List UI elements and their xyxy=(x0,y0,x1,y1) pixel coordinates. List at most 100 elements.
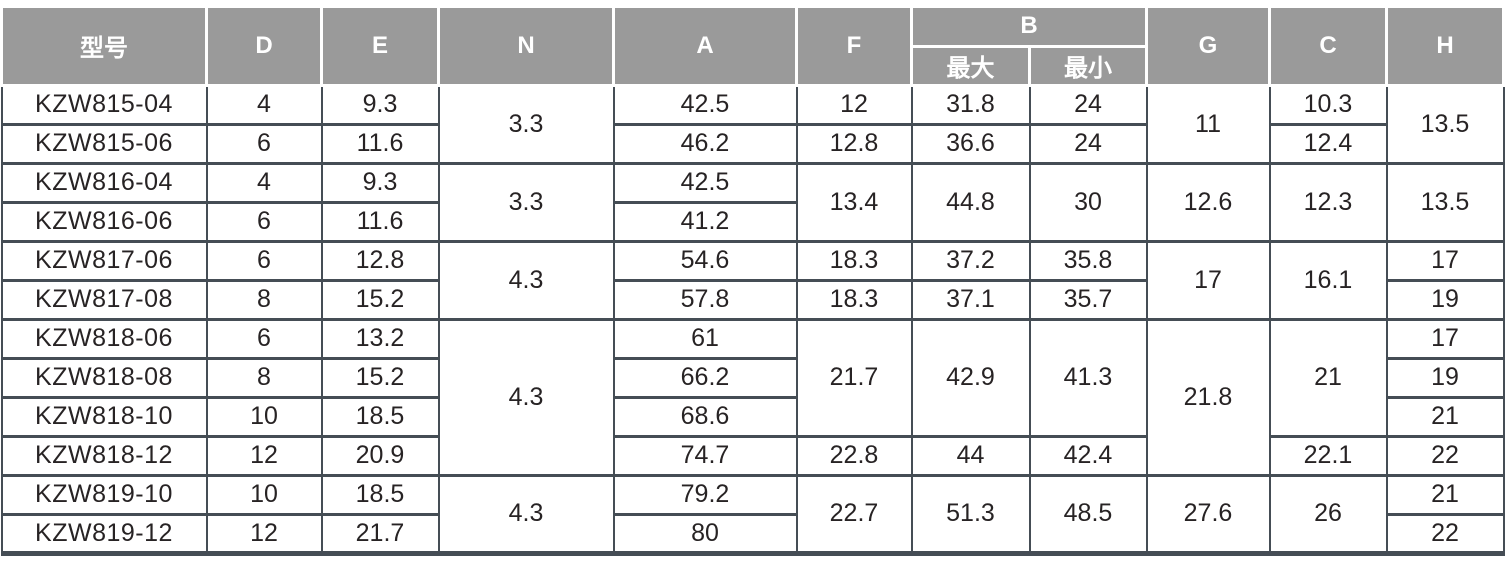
cell-model: KZW815-04 xyxy=(0,83,208,126)
cell-g: 21.8 xyxy=(1145,317,1271,477)
header-b-max: 最大 xyxy=(910,44,1031,87)
cell-c: 12.3 xyxy=(1268,161,1388,243)
cell-b-min: 30 xyxy=(1028,161,1148,243)
table-row: KZW818-08 8 15.2 66.2 19 xyxy=(0,356,1505,399)
cell-e: 15.2 xyxy=(320,278,440,321)
cell-h: 21 xyxy=(1385,473,1505,516)
cell-f: 18.3 xyxy=(795,239,913,282)
cell-e: 11.6 xyxy=(320,122,440,165)
cell-a: 54.6 xyxy=(612,239,798,282)
cell-model: KZW818-12 xyxy=(0,434,208,477)
cell-b-min: 42.4 xyxy=(1028,434,1148,477)
cell-e: 20.9 xyxy=(320,434,440,477)
cell-h: 22 xyxy=(1385,512,1505,555)
cell-h: 13.5 xyxy=(1385,83,1505,165)
cell-a: 42.5 xyxy=(612,161,798,204)
header-row-sub: 最大 最小 xyxy=(2,44,1504,87)
cell-a: 61 xyxy=(612,317,798,360)
spec-table-container: 型号 D E N A F B G C H 最大 最小 KZW815-04 4 9… xyxy=(0,8,1505,556)
header-h: H xyxy=(1385,8,1505,87)
header-g: G xyxy=(1145,8,1271,87)
cell-d: 6 xyxy=(205,317,323,360)
cell-c: 10.3 xyxy=(1268,83,1388,126)
table-body: KZW815-04 4 9.3 3.3 42.5 12 31.8 24 11 1… xyxy=(0,83,1505,555)
cell-b-max: 31.8 xyxy=(910,83,1031,126)
cell-d: 12 xyxy=(205,434,323,477)
cell-a: 80 xyxy=(612,512,798,555)
cell-h: 13.5 xyxy=(1385,161,1505,243)
table-row: KZW819-10 10 18.5 4.3 79.2 22.7 51.3 48.… xyxy=(0,473,1505,555)
cell-model: KZW818-10 xyxy=(0,395,208,438)
header-e: E xyxy=(320,8,440,87)
cell-a: 42.5 xyxy=(612,83,798,126)
cell-g: 27.6 xyxy=(1145,473,1271,555)
cell-b-max: 42.9 xyxy=(910,317,1031,438)
table-row: KZW816-04 4 9.3 3.3 42.5 13.4 44.8 30 12… xyxy=(0,161,1505,243)
table-row: KZW819-12 12 21.7 80 22 xyxy=(0,512,1505,555)
cell-e: 13.2 xyxy=(320,317,440,360)
cell-h: 22 xyxy=(1385,434,1505,477)
cell-d: 6 xyxy=(205,239,323,282)
table-header: 型号 D E N A F B G C H 最大 最小 xyxy=(0,8,1505,87)
cell-n: 4.3 xyxy=(437,239,615,321)
cell-e: 9.3 xyxy=(320,83,440,126)
cell-b-min: 24 xyxy=(1028,83,1148,126)
cell-b-min: 48.5 xyxy=(1028,473,1148,555)
cell-b-min: 35.7 xyxy=(1028,278,1148,321)
cell-d: 6 xyxy=(205,122,323,165)
cell-d: 8 xyxy=(205,278,323,321)
table-row: KZW815-06 6 11.6 46.2 12.8 36.6 24 12.4 xyxy=(0,122,1504,165)
cell-a: 46.2 xyxy=(612,122,798,165)
cell-model: KZW817-08 xyxy=(0,278,208,321)
cell-c: 12.4 xyxy=(1268,122,1388,165)
table-row: KZW816-06 6 11.6 41.2 xyxy=(0,200,1504,243)
header-b: B xyxy=(910,8,1148,48)
cell-n: 3.3 xyxy=(437,161,615,243)
cell-d: 6 xyxy=(205,200,323,243)
cell-model: KZW818-06 xyxy=(0,317,208,360)
header-d: D xyxy=(205,8,323,87)
header-model: 型号 xyxy=(0,8,208,87)
cell-g: 11 xyxy=(1145,83,1271,165)
table-row: KZW815-04 4 9.3 3.3 42.5 12 31.8 24 11 1… xyxy=(0,83,1505,165)
cell-f: 18.3 xyxy=(795,278,913,321)
cell-c: 16.1 xyxy=(1268,239,1388,321)
spec-table: 型号 D E N A F B G C H 最大 最小 KZW815-04 4 9… xyxy=(0,8,1505,556)
cell-f: 13.4 xyxy=(795,161,913,243)
cell-h: 19 xyxy=(1385,356,1505,399)
table-row: KZW818-12 12 20.9 74.7 22.8 44 42.4 22.1… xyxy=(0,434,1505,477)
cell-a: 68.6 xyxy=(612,395,798,438)
cell-c: 21 xyxy=(1268,317,1388,438)
cell-b-min: 35.8 xyxy=(1028,239,1148,282)
cell-e: 18.5 xyxy=(320,473,440,516)
header-n: N xyxy=(437,8,615,87)
cell-d: 10 xyxy=(205,395,323,438)
cell-a: 74.7 xyxy=(612,434,798,477)
cell-n: 4.3 xyxy=(437,473,615,555)
cell-n: 4.3 xyxy=(437,317,615,477)
cell-model: KZW816-04 xyxy=(0,161,208,204)
cell-model: KZW819-10 xyxy=(0,473,208,516)
cell-b-max: 37.1 xyxy=(910,278,1031,321)
cell-a: 66.2 xyxy=(612,356,798,399)
header-row-top: 型号 D E N A F B G C H xyxy=(0,8,1505,87)
cell-d: 12 xyxy=(205,512,323,555)
cell-c: 22.1 xyxy=(1268,434,1388,477)
cell-g: 12.6 xyxy=(1145,161,1271,243)
cell-g: 17 xyxy=(1145,239,1271,321)
table-row: KZW817-06 6 12.8 4.3 54.6 18.3 37.2 35.8… xyxy=(0,239,1505,321)
header-b-min: 最小 xyxy=(1028,44,1148,87)
cell-model: KZW819-12 xyxy=(0,512,208,555)
cell-e: 11.6 xyxy=(320,200,440,243)
cell-f: 12.8 xyxy=(795,122,913,165)
cell-d: 10 xyxy=(205,473,323,516)
cell-h: 21 xyxy=(1385,395,1505,438)
cell-h: 17 xyxy=(1385,239,1505,282)
cell-b-min: 41.3 xyxy=(1028,317,1148,438)
cell-model: KZW818-08 xyxy=(0,356,208,399)
cell-model: KZW815-06 xyxy=(0,122,208,165)
cell-a: 57.8 xyxy=(612,278,798,321)
cell-n: 3.3 xyxy=(437,83,615,165)
cell-c: 26 xyxy=(1268,473,1388,555)
cell-a: 41.2 xyxy=(612,200,798,243)
